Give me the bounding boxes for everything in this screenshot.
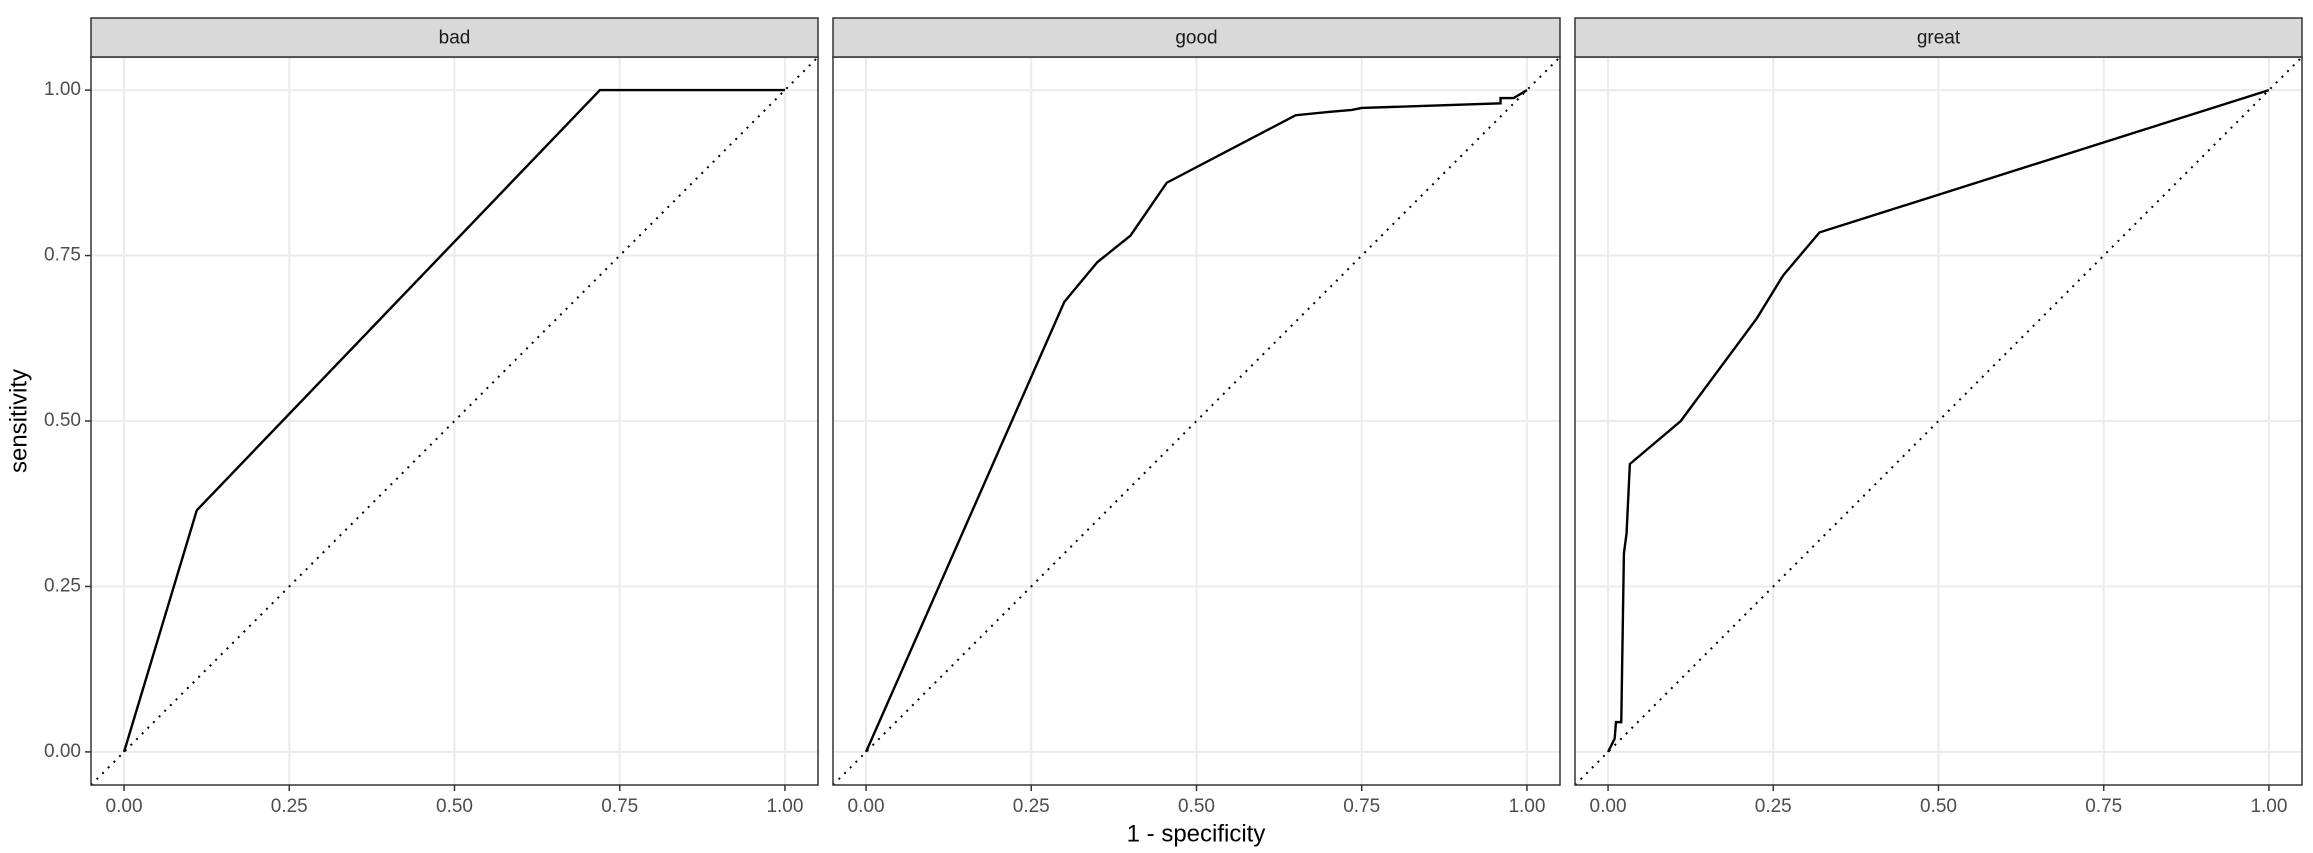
y-tick-label: 0.25 — [44, 575, 81, 596]
strip — [832, 17, 1561, 58]
strip — [90, 17, 819, 58]
strip-text: great — [1917, 28, 1961, 49]
x-tick-label: 0.75 — [2085, 796, 2122, 817]
roc-curve — [864, 89, 1528, 753]
x-axis-title: 1 - specificity — [1127, 820, 1266, 847]
reference-diagonal — [832, 56, 1561, 786]
x-tick-label: 0.50 — [1920, 796, 1957, 817]
x-tick-label: 0.25 — [1755, 796, 1792, 817]
roc-curve — [1606, 88, 2270, 753]
x-tick-label: 1.00 — [766, 796, 803, 817]
x-tick-label: 0.50 — [436, 796, 473, 817]
y-tick-label: 0.75 — [44, 245, 81, 266]
x-tick-label: 0.25 — [271, 796, 308, 817]
strip-text: bad — [439, 28, 471, 49]
x-tick-label: 0.25 — [1013, 796, 1050, 817]
strip — [1574, 17, 2303, 58]
x-tick-label: 0.00 — [1590, 796, 1627, 817]
x-tick-label: 0.50 — [1178, 796, 1215, 817]
x-tick-label: 0.00 — [106, 796, 143, 817]
y-tick-label: 0.00 — [44, 741, 81, 762]
y-tick-label: 0.50 — [44, 410, 81, 431]
roc-curve — [122, 88, 785, 753]
reference-diagonal — [1574, 56, 2303, 786]
y-axis-title: sensitivity — [5, 369, 32, 473]
reference-diagonal — [90, 56, 819, 786]
y-tick-label: 1.00 — [44, 79, 81, 100]
strip-text: good — [1175, 28, 1217, 49]
x-tick-label: 1.00 — [1508, 796, 1545, 817]
x-tick-label: 1.00 — [2250, 796, 2287, 817]
x-tick-label: 0.75 — [1343, 796, 1380, 817]
x-tick-label: 0.00 — [848, 796, 885, 817]
x-tick-label: 0.75 — [601, 796, 638, 817]
